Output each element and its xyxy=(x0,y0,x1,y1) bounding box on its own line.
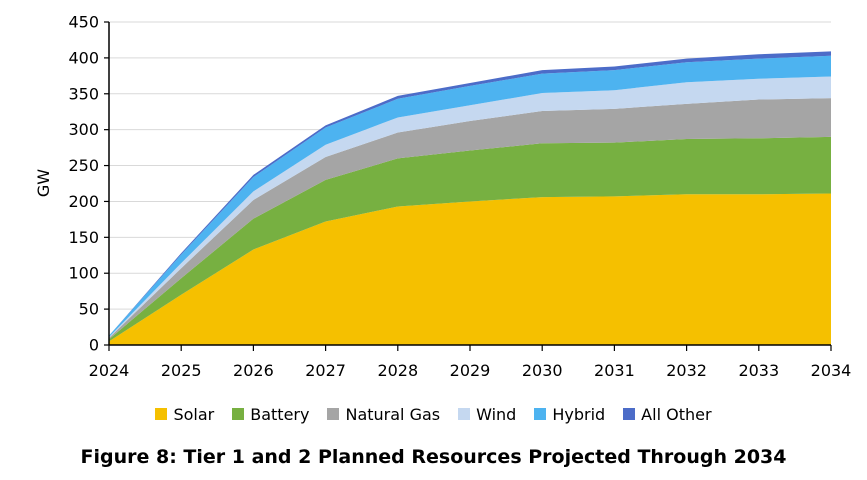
x-tick-label: 2033 xyxy=(738,361,779,380)
x-tick-label: 2025 xyxy=(161,361,202,380)
legend-swatch xyxy=(623,408,636,420)
y-tick-labels: 0 50 100 150 200 250 300 350 400 450 xyxy=(68,13,99,355)
x-tick-label: 2028 xyxy=(377,361,418,380)
y-tick-label: 50 xyxy=(79,300,99,319)
legend-label: Battery xyxy=(250,404,310,424)
stacked-area-chart: 0 50 100 150 200 250 300 350 400 450 2024 2025 2026… xyxy=(34,13,852,381)
y-tick-label: 100 xyxy=(68,264,99,283)
y-axis-label: GW xyxy=(34,169,53,197)
legend-swatch xyxy=(155,408,168,420)
x-tick-label: 2027 xyxy=(305,361,346,380)
x-tick-label: 2029 xyxy=(450,361,491,380)
legend-item-battery: Battery xyxy=(232,405,309,424)
legend-swatch xyxy=(458,408,471,420)
area-solar xyxy=(109,193,831,345)
legend-label: Hybrid xyxy=(552,404,606,424)
area-layer xyxy=(109,51,831,345)
legend-item-wind: Wind xyxy=(458,405,516,424)
x-tick-labels: 2024 2025 2026 2027 2028 2029 2030 2031 2032 2033… xyxy=(89,361,852,380)
y-tick-label: 0 xyxy=(89,336,99,355)
legend-label: Solar xyxy=(173,404,215,424)
legend-swatch xyxy=(534,408,547,420)
y-tick-label: 300 xyxy=(68,120,99,139)
figure-caption: Figure 8: Tier 1 and 2 Planned Resources… xyxy=(80,446,787,468)
legend-item-all-other: All Other xyxy=(623,404,712,424)
y-tick-label: 350 xyxy=(68,84,99,103)
legend-label: Wind xyxy=(476,404,517,424)
y-tick-label: 200 xyxy=(68,192,99,211)
legend-item-natural-gas: Natural Gas xyxy=(327,405,440,424)
y-tick-label: 150 xyxy=(68,228,99,247)
x-tick-label: 2030 xyxy=(522,361,563,380)
x-tick-label: 2026 xyxy=(233,361,274,380)
x-tick-label: 2032 xyxy=(666,361,707,380)
legend-item-hybrid: Hybrid xyxy=(534,405,605,424)
y-tick-label: 450 xyxy=(68,13,99,32)
legend-label: All Other xyxy=(641,404,712,424)
x-tick-label: 2034 xyxy=(811,361,852,380)
legend-swatch xyxy=(327,408,340,420)
area-natural-gas xyxy=(109,98,831,340)
legend: Solar Battery Natural Gas Wind Hybrid All Oth… xyxy=(0,402,867,426)
y-tick-label: 250 xyxy=(68,156,99,175)
legend-swatch xyxy=(232,408,245,420)
y-tick-label: 400 xyxy=(68,48,99,67)
legend-item-solar: Solar xyxy=(155,405,214,424)
legend-label: Natural Gas xyxy=(345,404,441,424)
axes xyxy=(104,21,832,351)
area-battery xyxy=(109,136,831,342)
x-tick-label: 2024 xyxy=(89,361,130,380)
x-tick-label: 2031 xyxy=(594,361,635,380)
